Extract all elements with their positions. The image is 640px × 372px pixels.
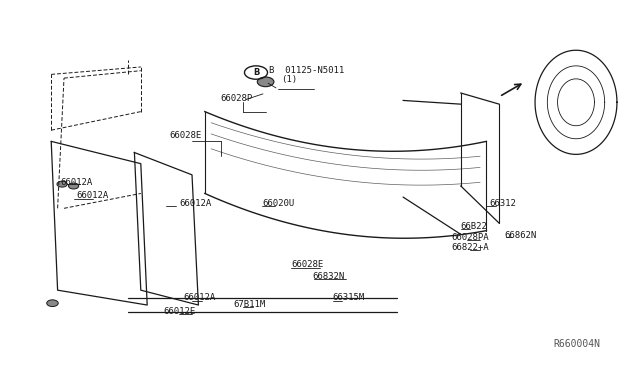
Text: 66012E: 66012E bbox=[164, 307, 196, 316]
Circle shape bbox=[257, 77, 274, 87]
Text: (1): (1) bbox=[282, 76, 298, 84]
Text: 66020U: 66020U bbox=[262, 199, 294, 208]
Circle shape bbox=[68, 183, 79, 189]
Text: 66012A: 66012A bbox=[183, 293, 215, 302]
Text: 66862N: 66862N bbox=[504, 231, 536, 240]
Text: 66012A: 66012A bbox=[179, 199, 211, 208]
Text: 66B22: 66B22 bbox=[461, 222, 488, 231]
Text: 66832N: 66832N bbox=[312, 272, 344, 280]
Text: 66028E: 66028E bbox=[170, 131, 202, 140]
Text: 66315M: 66315M bbox=[333, 293, 365, 302]
Text: 66028P: 66028P bbox=[221, 94, 253, 103]
Text: R660004N: R660004N bbox=[554, 339, 600, 349]
Text: 67B11M: 67B11M bbox=[234, 300, 266, 309]
Text: B: B bbox=[253, 68, 259, 77]
Text: 66028E: 66028E bbox=[291, 260, 323, 269]
Text: B  01125-N5011: B 01125-N5011 bbox=[269, 66, 344, 75]
Circle shape bbox=[47, 300, 58, 307]
Text: 66822+A: 66822+A bbox=[451, 243, 489, 252]
Text: 66312: 66312 bbox=[490, 199, 516, 208]
Text: 66012A: 66012A bbox=[61, 178, 93, 187]
Text: 66012A: 66012A bbox=[77, 191, 109, 200]
Circle shape bbox=[57, 181, 67, 187]
Text: 66028PA: 66028PA bbox=[451, 233, 489, 242]
